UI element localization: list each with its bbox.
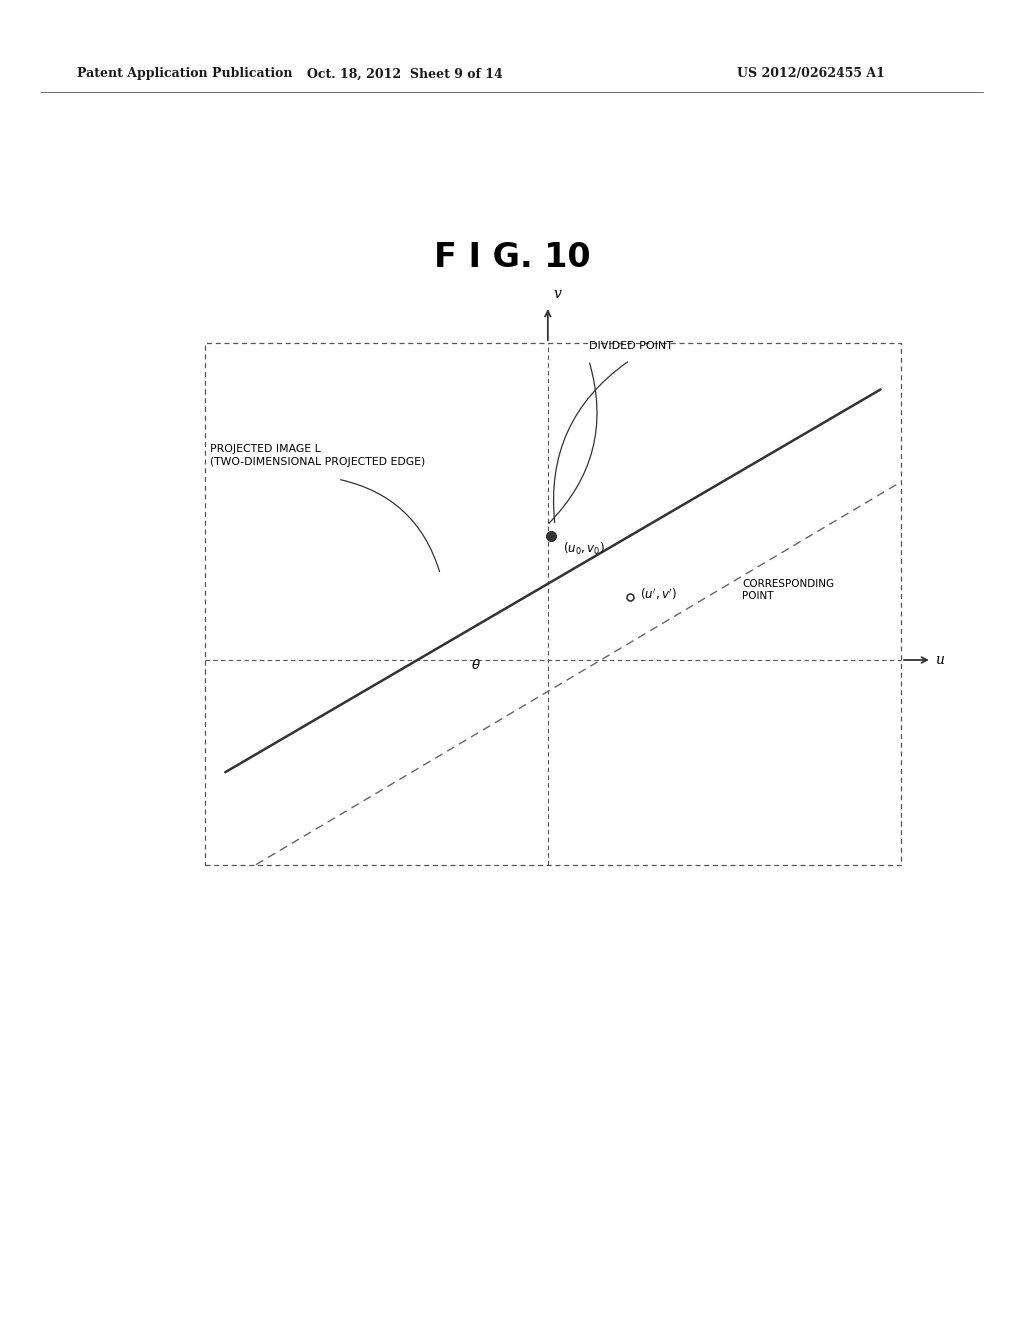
Text: CORRESPONDING
POINT: CORRESPONDING POINT (742, 579, 835, 601)
Text: v: v (554, 286, 562, 301)
Text: $(u', v')$: $(u', v')$ (640, 586, 677, 602)
Text: PROJECTED IMAGE L
(TWO-DIMENSIONAL PROJECTED EDGE): PROJECTED IMAGE L (TWO-DIMENSIONAL PROJE… (210, 445, 425, 466)
Text: F I G. 10: F I G. 10 (434, 240, 590, 273)
Text: $(u_0, v_0)$: $(u_0, v_0)$ (563, 541, 605, 557)
Text: u: u (935, 653, 944, 667)
Text: DIVIDED POINT: DIVIDED POINT (589, 341, 673, 351)
Text: $\theta$: $\theta$ (471, 659, 481, 672)
Text: Oct. 18, 2012  Sheet 9 of 14: Oct. 18, 2012 Sheet 9 of 14 (306, 67, 503, 81)
Text: US 2012/0262455 A1: US 2012/0262455 A1 (737, 67, 885, 81)
Text: Patent Application Publication: Patent Application Publication (77, 67, 292, 81)
